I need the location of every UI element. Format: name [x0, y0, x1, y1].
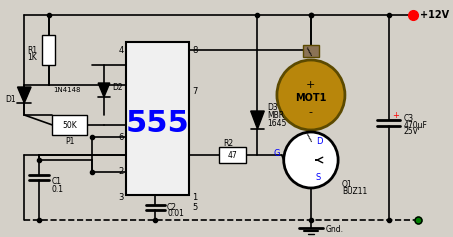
- Bar: [303, 133, 319, 145]
- Text: G: G: [273, 149, 280, 158]
- Text: 47: 47: [227, 150, 237, 160]
- Text: 8: 8: [193, 46, 198, 55]
- Text: MBR: MBR: [267, 110, 284, 119]
- Text: -: -: [309, 107, 313, 117]
- Bar: [42, 35, 55, 65]
- Text: D3: D3: [267, 104, 278, 113]
- Text: /: /: [306, 47, 316, 57]
- Text: 3: 3: [118, 192, 123, 201]
- Text: +: +: [306, 80, 316, 90]
- Text: C1: C1: [52, 178, 62, 187]
- Text: 470μF: 470μF: [403, 120, 427, 129]
- Text: 1645: 1645: [267, 118, 287, 128]
- Polygon shape: [18, 87, 31, 103]
- Bar: [303, 45, 319, 57]
- Bar: [219, 147, 246, 163]
- Text: 7: 7: [193, 87, 198, 96]
- Text: +12V: +12V: [420, 10, 449, 20]
- Text: +: +: [393, 110, 400, 119]
- Polygon shape: [251, 111, 264, 129]
- Text: 1K: 1K: [27, 53, 37, 61]
- Text: 2: 2: [118, 168, 123, 177]
- Circle shape: [284, 132, 338, 188]
- Text: 0.1: 0.1: [52, 184, 63, 193]
- Bar: [53, 115, 87, 135]
- Text: D1: D1: [5, 96, 15, 105]
- Text: /: /: [306, 133, 316, 143]
- Text: 25V: 25V: [403, 128, 418, 137]
- Text: BUZ11: BUZ11: [342, 187, 367, 196]
- Text: Gnd.: Gnd.: [326, 225, 343, 234]
- Text: 6: 6: [118, 132, 123, 141]
- Polygon shape: [98, 83, 110, 97]
- Text: 5: 5: [193, 202, 198, 211]
- Text: 1N4148: 1N4148: [53, 87, 81, 93]
- Bar: [126, 42, 189, 195]
- Text: 4: 4: [118, 46, 123, 55]
- Text: 0.01: 0.01: [167, 210, 184, 219]
- Text: R2: R2: [223, 138, 234, 147]
- Text: C3: C3: [403, 114, 413, 123]
- Text: 555: 555: [126, 109, 190, 138]
- Text: MOT1: MOT1: [295, 93, 327, 103]
- Text: 1: 1: [193, 192, 198, 201]
- Text: D2: D2: [113, 83, 123, 92]
- Text: S: S: [316, 173, 321, 182]
- Text: P1: P1: [65, 137, 75, 146]
- Text: C2: C2: [167, 202, 177, 211]
- Text: D: D: [316, 137, 322, 146]
- Circle shape: [277, 60, 345, 130]
- Text: Q1: Q1: [342, 181, 352, 190]
- Text: 50K: 50K: [63, 120, 77, 129]
- Text: R1: R1: [27, 46, 37, 55]
